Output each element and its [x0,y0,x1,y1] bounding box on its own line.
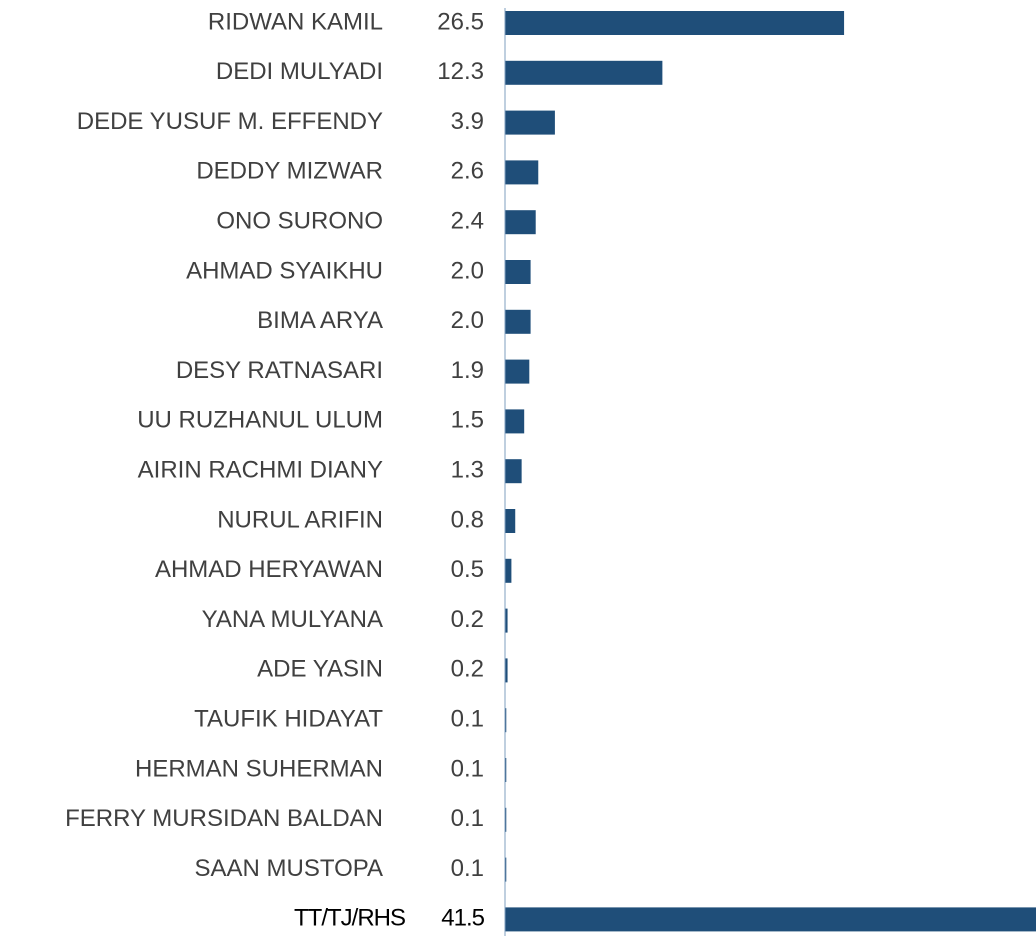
value-label: 0.8 [451,506,484,533]
category-label: DEDE YUSUF M. EFFENDY [77,108,383,135]
value-label: 0.1 [451,755,484,782]
value-label: 2.6 [451,158,484,185]
value-label: 0.2 [451,656,484,683]
category-label: TT/TJ/RHS [294,905,405,932]
category-label: AHMAD SYAIKHU [186,257,383,284]
value-label: 0.2 [451,606,484,633]
category-label: AIRIN RACHMI DIANY [138,457,383,484]
value-label: 12.3 [437,58,484,85]
category-label: ADE YASIN [257,656,383,683]
category-label: TAUFIK HIDAYAT [194,706,383,733]
bar [505,160,539,185]
bar [505,359,530,384]
value-label: 0.1 [451,805,484,832]
bar [505,409,525,434]
value-label: 2.0 [451,307,484,334]
category-label: SAAN MUSTOPA [195,855,383,882]
bar [505,608,508,633]
category-label: DEDDY MIZWAR [196,158,383,185]
bar [505,260,531,284]
bar [505,110,555,135]
category-label: HERMAN SUHERMAN [135,755,383,782]
value-label: 26.5 [437,8,484,35]
value-label: 3.9 [451,108,484,135]
category-label: AHMAD HERYAWAN [155,556,383,583]
category-label: YANA MULYANA [202,606,383,633]
category-label: DEDI MULYADI [216,58,383,85]
value-label: 2.4 [451,208,484,235]
value-label: 1.9 [451,357,484,384]
bar [505,210,536,235]
bar [505,459,522,484]
category-label: ONO SURONO [216,208,383,235]
value-label: 41.5 [441,905,484,932]
category-label: RIDWAN KAMIL [208,8,383,35]
category-label: BIMA ARYA [257,307,383,334]
bar [505,857,507,882]
bar [505,309,531,334]
bar [505,509,516,533]
bar [505,558,512,583]
value-label: 0.1 [451,706,484,733]
value-label: 2.0 [451,257,484,284]
category-label: DESY RATNASARI [176,357,383,384]
category-label: UU RUZHANUL ULUM [137,407,383,434]
value-label: 1.3 [451,457,484,484]
value-label: 0.1 [451,855,484,882]
bar [505,758,507,782]
bar [505,907,1036,932]
bar [505,658,508,683]
value-label: 0.5 [451,556,484,583]
bar [505,60,663,85]
value-label: 1.5 [451,407,484,434]
category-label: NURUL ARIFIN [217,506,383,533]
bar [505,807,507,832]
bar [505,11,845,35]
category-label: FERRY MURSIDAN BALDAN [65,805,383,832]
bar [505,708,507,733]
